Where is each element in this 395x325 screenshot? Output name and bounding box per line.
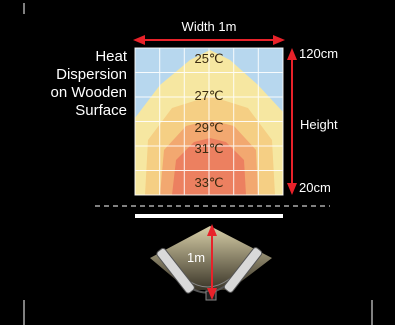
temperature-label: 25℃ [194,51,223,66]
panel-grid [134,47,284,196]
temperature-label: 31℃ [194,141,223,156]
heater-lamp-icon [150,224,272,301]
bottom-height-mark: 20cm [299,180,331,195]
temperature-label: 33℃ [194,175,223,190]
double-arrow-vertical-icon [287,48,297,195]
title-line-1: Heat [95,48,128,65]
width-label: Width 1m [182,19,237,34]
distance-label: 1m [187,250,205,265]
temperature-label: 27℃ [194,88,223,103]
title-line-3: on Wooden [51,84,127,101]
top-height-mark: 120cm [299,46,338,61]
height-label: Height [300,117,338,132]
wooden-surface-bar [135,214,283,218]
double-arrow-horizontal-icon [133,35,285,45]
temperature-label: 29℃ [194,120,223,135]
title-line-4: Surface [75,102,127,119]
title-line-2: Dispersion [56,66,127,83]
